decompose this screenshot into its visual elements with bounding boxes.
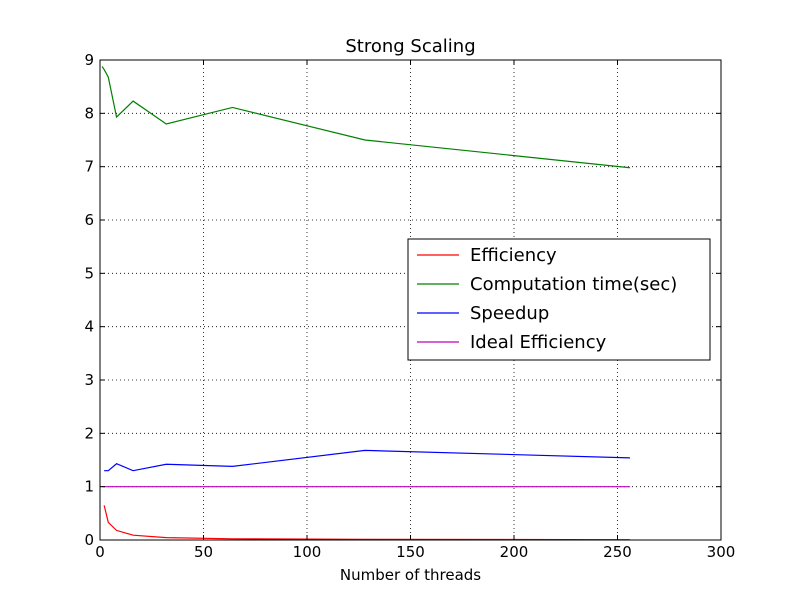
legend-label-computation-time-sec: Computation time(sec) <box>470 274 677 295</box>
y-tick-label: 7 <box>84 158 94 176</box>
legend-label-speedup: Speedup <box>470 303 549 324</box>
x-tick-label: 0 <box>95 543 105 561</box>
x-tick-label: 200 <box>500 543 529 561</box>
x-tick-label: 250 <box>603 543 632 561</box>
y-tick-label: 8 <box>84 104 94 122</box>
y-tick-label: 4 <box>84 318 94 336</box>
series-lines <box>101 66 630 541</box>
chart-title: Strong Scaling <box>345 36 475 57</box>
legend-label-efficiency: Efficiency <box>470 245 557 266</box>
y-tick-label: 5 <box>84 264 94 282</box>
y-tick-label: 3 <box>84 371 94 389</box>
y-tick-label: 9 <box>84 51 94 69</box>
series-line-speedup <box>104 449 630 472</box>
legend-label-ideal-efficiency: Ideal Efficiency <box>470 332 607 353</box>
axis-ticks: 0 50 100 150 200 250 300 0 1 2 3 4 5 6 7 8 9 <box>84 51 735 561</box>
y-tick-label: 2 <box>84 424 94 442</box>
x-tick-label: 50 <box>194 543 213 561</box>
x-axis-label: Number of threads <box>340 566 481 584</box>
y-tick-label: 1 <box>84 478 94 496</box>
legend: Efficiency Computation time(sec) Speedup Id… <box>407 238 711 361</box>
y-tick-label: 6 <box>84 211 94 229</box>
x-tick-label: 100 <box>293 543 322 561</box>
series-line-computation-time-sec <box>101 66 630 169</box>
x-tick-label: 300 <box>707 543 736 561</box>
y-tick-label: 0 <box>84 531 94 549</box>
x-tick-label: 150 <box>396 543 425 561</box>
series-line-efficiency <box>103 505 630 541</box>
legend-box <box>407 238 711 361</box>
